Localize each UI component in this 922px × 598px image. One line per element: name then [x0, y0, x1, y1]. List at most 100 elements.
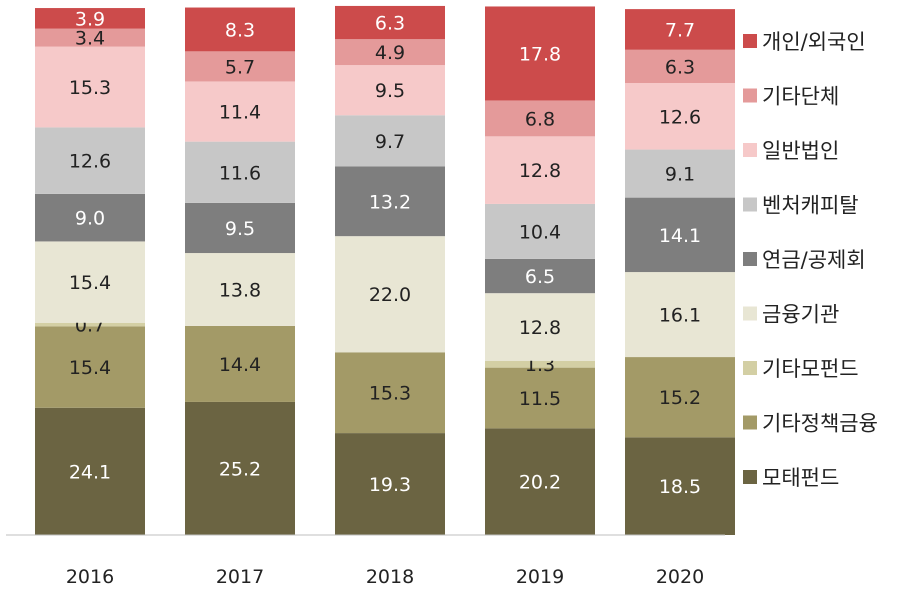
legend-item: 금융기관 — [743, 303, 839, 327]
legend-item: 벤처캐피탈 — [743, 194, 859, 218]
data-label: 22.0 — [369, 284, 411, 306]
legend-item: 기타정책금융 — [743, 412, 878, 436]
data-label: 6.3 — [665, 56, 695, 78]
bar-segment — [185, 202, 295, 254]
legend: 개인/외국인기타단체일반법인벤처캐피탈연금/공제회금융기관기타모펀드기타정책금융… — [743, 30, 878, 490]
data-label: 9.5 — [225, 218, 255, 240]
data-label: 8.3 — [225, 19, 255, 41]
data-label: 11.6 — [219, 162, 261, 184]
legend-swatch — [743, 34, 757, 48]
data-label: 12.8 — [519, 317, 561, 339]
bar-segment — [35, 322, 145, 327]
data-label: 20.2 — [519, 472, 561, 494]
bar-segment — [35, 241, 145, 323]
legend-item: 모태펀드 — [743, 466, 839, 490]
data-label: 16.1 — [659, 305, 701, 327]
legend-item: 기타모펀드 — [743, 357, 859, 381]
bar-segment — [35, 326, 145, 408]
legend-label: 연금/공제회 — [762, 248, 866, 272]
x-tick-label: 2016 — [66, 566, 114, 588]
data-label: 17.8 — [519, 43, 561, 65]
bar-segment — [485, 258, 595, 294]
legend-swatch — [743, 143, 757, 157]
data-label: 14.1 — [659, 225, 701, 247]
bar-segment — [335, 433, 445, 535]
data-label: 9.0 — [75, 208, 105, 230]
legend-swatch — [743, 88, 757, 103]
data-label: 3.9 — [75, 8, 105, 30]
data-label: 6.5 — [525, 266, 555, 288]
bar-segment — [625, 437, 735, 535]
data-label: 15.4 — [69, 272, 111, 294]
bar-segment — [35, 8, 145, 29]
legend-swatch — [743, 197, 757, 212]
data-label: 9.7 — [375, 131, 405, 153]
bar-segment — [185, 253, 295, 326]
bar-segment — [35, 28, 145, 47]
bar-segment — [485, 367, 595, 429]
data-label: 9.5 — [375, 80, 405, 102]
legend-swatch — [743, 306, 757, 321]
bar-segment — [185, 51, 295, 82]
x-tick-label: 2020 — [656, 566, 704, 588]
bar-segment — [335, 65, 445, 116]
legend-label: 기타정책금융 — [762, 412, 878, 436]
legend-item: 개인/외국인 — [743, 30, 866, 54]
data-label: 25.2 — [219, 458, 261, 480]
bar-segment — [485, 203, 595, 259]
legend-swatch — [743, 415, 757, 430]
bar-segment — [625, 272, 735, 358]
legend-swatch — [743, 252, 757, 266]
bar-segment — [625, 83, 735, 150]
bar-segment — [485, 136, 595, 204]
legend-swatch — [743, 361, 757, 375]
bar-segment — [485, 360, 595, 368]
legend-label: 기타모펀드 — [762, 357, 859, 381]
legend-item: 일반법인 — [743, 139, 839, 163]
x-tick-label: 2019 — [516, 566, 564, 588]
data-label: 3.4 — [75, 28, 105, 50]
data-label: 4.9 — [375, 42, 405, 64]
legend-label: 일반법인 — [762, 139, 839, 163]
bar-segment — [185, 401, 295, 535]
bar-segment — [485, 100, 595, 137]
data-label: 5.7 — [225, 56, 255, 78]
legend-label: 기타단체 — [762, 85, 839, 109]
data-label: 15.3 — [69, 77, 111, 99]
legend-label: 개인/외국인 — [762, 30, 866, 54]
data-label: 6.3 — [375, 13, 405, 35]
data-label: 14.4 — [219, 354, 261, 376]
bar-segment — [335, 236, 445, 353]
data-label: 15.2 — [659, 387, 701, 409]
data-label: 18.5 — [659, 476, 701, 498]
data-label: 11.5 — [519, 388, 561, 410]
data-label: 9.1 — [665, 164, 695, 186]
bar-segment — [625, 357, 735, 438]
x-tick-label: 2017 — [216, 566, 264, 588]
bar-segment — [335, 5, 445, 40]
legend-item: 기타단체 — [743, 85, 839, 109]
x-axis-ticks: 2016 2017 2018 2019 2020 — [66, 566, 704, 588]
bar-segment — [485, 428, 595, 535]
bar-segment — [35, 193, 145, 242]
bar-segment — [185, 7, 295, 52]
data-label: 6.8 — [525, 108, 555, 130]
bar-segment — [35, 407, 145, 535]
data-label: 12.6 — [659, 106, 701, 128]
data-label: 12.6 — [69, 151, 111, 173]
legend-label: 모태펀드 — [762, 466, 839, 490]
data-label: 15.3 — [369, 383, 411, 405]
data-label: 7.7 — [665, 19, 695, 41]
data-label: 13.2 — [369, 191, 411, 213]
data-label: 10.4 — [519, 221, 561, 243]
bar-segment — [625, 9, 735, 50]
bar-segment — [185, 141, 295, 203]
legend-label: 벤처캐피탈 — [762, 194, 859, 218]
bar-segment — [335, 39, 445, 66]
bar-segment — [185, 81, 295, 142]
legend-label: 금융기관 — [762, 303, 839, 327]
data-label: 12.8 — [519, 160, 561, 182]
plot-area: 24.115.40.715.49.012.615.33.43.925.214.4… — [35, 5, 735, 535]
data-label: 15.4 — [69, 357, 111, 379]
